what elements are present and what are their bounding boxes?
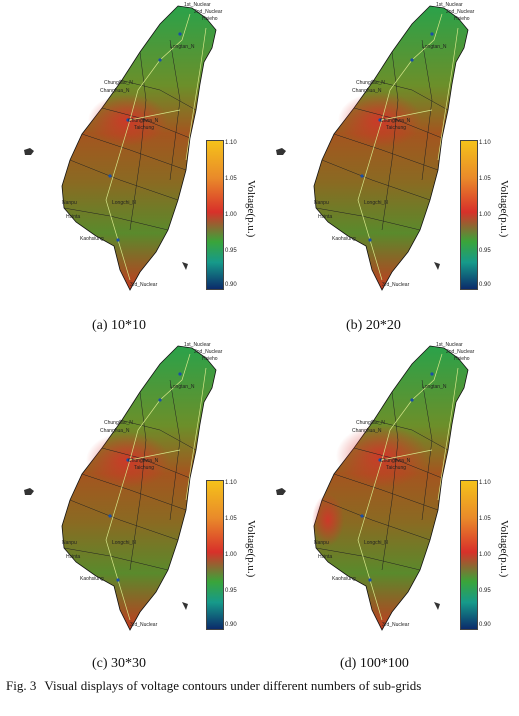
label-chungliao-3: Chunghwa_N (128, 458, 159, 464)
colorbar-tick-2: 1.05 (225, 176, 237, 182)
colorbar-tick-5: 0.90 (225, 622, 237, 628)
caption-c: (c) 30*30 (92, 656, 147, 671)
label-second-nuclear: 2nd_Nuclear (194, 349, 223, 355)
label-maanshan: 3rd_Nuclear (130, 622, 158, 628)
label-maanshan: 3rd_Nuclear (382, 622, 410, 628)
caption-a: (a) 10*10 (92, 318, 147, 333)
label-chungliao-1: Chungliao_N (104, 420, 133, 426)
figure-caption: Fig. 3 Visual displays of voltage contour… (6, 678, 514, 694)
panel-b: 1st_Nuclear 2nd_Nuclear Hsieho Longtan_N… (262, 0, 512, 300)
colorbar-label: Voltage(p.u.) (498, 180, 510, 238)
taiwan-map-d (276, 345, 469, 631)
label-longtan: Longtan_N (170, 44, 195, 50)
label-maanshan: 3rd_Nuclear (130, 282, 158, 288)
colorbar-tick-2: 1.05 (225, 516, 237, 522)
label-second-nuclear: 2nd_Nuclear (446, 9, 475, 15)
label-fourth-nuclear: Hsieho (454, 356, 470, 362)
colorbar-label: Voltage(p.u.) (245, 520, 257, 578)
colorbar-tick-1: 1.10 (479, 480, 491, 486)
label-nanpu: Nanpu (314, 540, 329, 546)
label-chungliao-2: Changhua_N (100, 88, 130, 94)
colorbar-tick-5: 0.90 (479, 282, 491, 288)
colorbar-tick-3: 1.00 (479, 552, 491, 558)
label-hsinta: Hsinta (318, 554, 333, 560)
colorbar-tick-4: 0.95 (225, 248, 237, 254)
label-first-nuclear: 1st_Nuclear (184, 342, 211, 348)
colorbar-tick-1: 1.10 (479, 140, 491, 146)
label-lunghsi: Longchi_N (112, 200, 136, 206)
figure-text: Visual displays of voltage contours unde… (44, 678, 422, 693)
label-kaohsiung: Kaohsiung (332, 236, 356, 242)
label-chungliao-3: Chunghwa_N (128, 118, 159, 124)
taiwan-map-a (24, 5, 217, 291)
label-lunghsi: Longchi_N (364, 200, 388, 206)
label-nanpu: Nanpu (314, 200, 329, 206)
voltage-colorbar (460, 480, 478, 630)
colorbar-label: Voltage(p.u.) (245, 180, 257, 238)
label-taichung: Taichung (134, 125, 155, 131)
colorbar-tick-2: 1.05 (479, 176, 491, 182)
label-kaohsiung: Kaohsiung (80, 236, 104, 242)
colorbar-tick-5: 0.90 (225, 282, 237, 288)
colorbar-tick-4: 0.95 (225, 588, 237, 594)
label-longtan: Longtan_N (422, 44, 447, 50)
taiwan-map-c (24, 345, 217, 631)
colorbar-label: Voltage(p.u.) (498, 520, 510, 578)
label-taichung: Taichung (386, 465, 407, 471)
label-taichung: Taichung (386, 125, 407, 131)
panel-c: 1st_Nuclear 2nd_Nuclear Hsieho Longtan_N… (10, 340, 260, 640)
label-chungliao-1: Chungliao_N (356, 420, 385, 426)
label-second-nuclear: 2nd_Nuclear (194, 9, 223, 15)
label-kaohsiung: Kaohsiung (332, 576, 356, 582)
label-chungliao-2: Changhua_N (352, 428, 382, 434)
caption-d: (d) 100*100 (340, 656, 409, 671)
label-chungliao-1: Chungliao_N (356, 80, 385, 86)
colorbar-tick-1: 1.10 (225, 140, 237, 146)
figure-label: Fig. 3 (6, 678, 37, 693)
voltage-colorbar (460, 140, 478, 290)
label-lunghsi: Longchi_N (112, 540, 136, 546)
label-chungliao-1: Chungliao_N (104, 80, 133, 86)
colorbar-tick-4: 0.95 (479, 248, 491, 254)
label-nanpu: Nanpu (62, 200, 77, 206)
voltage-colorbar (206, 480, 224, 630)
label-longtan: Longtan_N (170, 384, 195, 390)
label-chungliao-3: Chunghwa_N (380, 118, 411, 124)
panel-d: 1st_Nuclear 2nd_Nuclear Hsieho Longtan_N… (262, 340, 512, 640)
label-kaohsiung: Kaohsiung (80, 576, 104, 582)
label-fourth-nuclear: Hsieho (202, 356, 218, 362)
colorbar-tick-3: 1.00 (225, 212, 237, 218)
label-second-nuclear: 2nd_Nuclear (446, 349, 475, 355)
label-first-nuclear: 1st_Nuclear (184, 2, 211, 8)
label-taichung: Taichung (134, 465, 155, 471)
voltage-colorbar (206, 140, 224, 290)
label-first-nuclear: 1st_Nuclear (436, 2, 463, 8)
label-hsinta: Hsinta (318, 214, 333, 220)
label-lunghsi: Longchi_N (364, 540, 388, 546)
colorbar-tick-5: 0.90 (479, 622, 491, 628)
label-hsinta: Hsinta (66, 554, 81, 560)
label-fourth-nuclear: Hsieho (454, 16, 470, 22)
colorbar-tick-3: 1.00 (225, 552, 237, 558)
label-first-nuclear: 1st_Nuclear (436, 342, 463, 348)
caption-b: (b) 20*20 (346, 318, 401, 333)
panel-a: 1st_Nuclear 2nd_Nuclear Hsieho Longtan_N… (10, 0, 260, 300)
label-hsinta: Hsinta (66, 214, 81, 220)
colorbar-tick-3: 1.00 (479, 212, 491, 218)
label-nanpu: Nanpu (62, 540, 77, 546)
label-chungliao-2: Changhua_N (352, 88, 382, 94)
colorbar-tick-4: 0.95 (479, 588, 491, 594)
label-fourth-nuclear: Hsieho (202, 16, 218, 22)
colorbar-tick-2: 1.05 (479, 516, 491, 522)
label-longtan: Longtan_N (422, 384, 447, 390)
label-chungliao-2: Changhua_N (100, 428, 130, 434)
label-chungliao-3: Chunghwa_N (380, 458, 411, 464)
colorbar-tick-1: 1.10 (225, 480, 237, 486)
label-maanshan: 3rd_Nuclear (382, 282, 410, 288)
taiwan-map-b (276, 5, 469, 291)
